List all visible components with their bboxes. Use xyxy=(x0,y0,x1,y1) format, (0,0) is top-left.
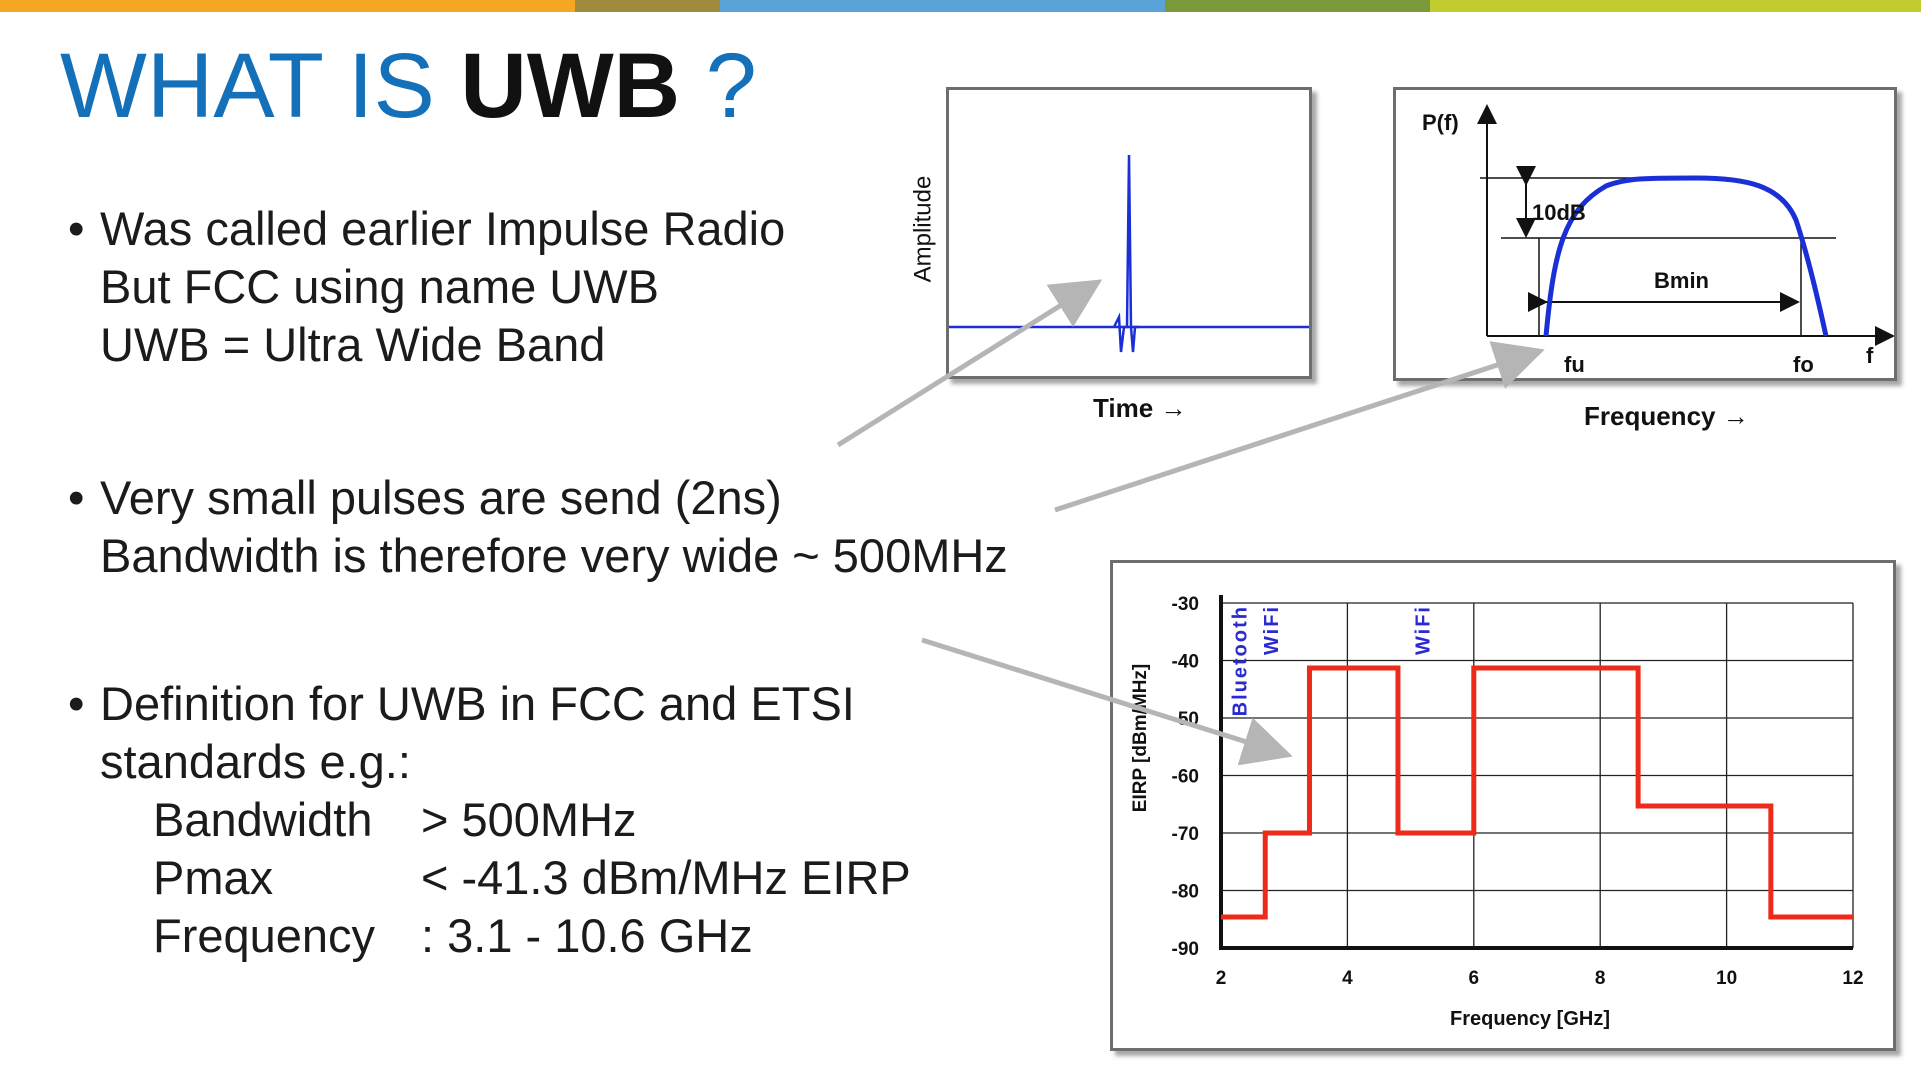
y-tick-label: -70 xyxy=(1172,824,1199,845)
impulse-figure xyxy=(946,87,1312,379)
fu-label: fu xyxy=(1564,352,1585,377)
bullet-list: Was called earlier Impulse Radio But FCC… xyxy=(68,200,1068,965)
spec-row-pmax: Pmax < -41.3 dBm/MHz EIRP xyxy=(100,849,1068,907)
color-segment xyxy=(720,0,1165,12)
bullet-small-pulses: Very small pulses are send (2ns) Bandwid… xyxy=(68,469,1068,585)
impulse-xlabel: Time → xyxy=(1093,393,1187,423)
impulse-pulse xyxy=(1112,154,1139,353)
slide-title: WHAT IS UWB ? xyxy=(60,40,757,132)
bullet-impulse-radio: Was called earlier Impulse Radio But FCC… xyxy=(68,200,1068,374)
bullet-line: But FCC using name UWB xyxy=(100,260,659,313)
spec-value: : 3.1 - 10.6 GHz xyxy=(421,909,753,962)
spec-key: Pmax xyxy=(153,851,274,904)
title-part-2: UWB xyxy=(460,35,681,137)
y-tick-label: -30 xyxy=(1172,594,1199,615)
spec-key: Frequency xyxy=(153,909,376,962)
spectrum-ylabel: P(f) xyxy=(1422,110,1459,135)
spec-row-frequency: Frequency : 3.1 - 10.6 GHz xyxy=(100,907,1068,965)
x-tick-label: 6 xyxy=(1469,968,1480,989)
spec-value: > 500MHz xyxy=(421,793,637,846)
f-axis-label: f xyxy=(1866,343,1874,368)
y-tick-label: -80 xyxy=(1172,882,1199,903)
color-segment xyxy=(1430,0,1921,12)
top-color-bar xyxy=(0,0,1921,12)
emission-mask-line xyxy=(1221,665,1853,920)
bullet-line: Bandwidth is therefore very wide ~ 500MH… xyxy=(100,529,1008,582)
spec-row-bandwidth: Bandwidth > 500MHz xyxy=(100,791,1068,849)
impulse-ylabel: Amplitude xyxy=(909,175,937,283)
uwb-ylabel: EIRP [dBm/MHz] xyxy=(1130,664,1151,812)
uwb-xlabel: Frequency [GHz] xyxy=(1450,1008,1610,1030)
y-tick-label: -40 xyxy=(1172,652,1199,673)
color-segment xyxy=(0,0,575,12)
color-segment xyxy=(1165,0,1430,12)
bullet-line: Definition for UWB in FCC and ETSI xyxy=(100,677,855,730)
x-tick-label: 8 xyxy=(1595,968,1606,989)
uwb-mask-plot: 2 4 6 8 10 12 -30 -40 -50 -60 -70 -80 -90 Bluetooth W… xyxy=(1130,594,1864,1030)
x-tick-label: 4 xyxy=(1342,968,1353,989)
x-tick-label: 10 xyxy=(1716,968,1737,989)
uwb-mask-chart: 2 4 6 8 10 12 -30 -40 -50 -60 -70 -80 -90 Bluetooth W… xyxy=(1110,560,1896,1051)
color-segment xyxy=(575,0,720,12)
title-part-1: WHAT IS xyxy=(60,35,461,137)
db-label: 10dB xyxy=(1532,200,1586,225)
spec-value: < -41.3 dBm/MHz EIRP xyxy=(421,851,911,904)
spec-key: Bandwidth xyxy=(153,793,373,846)
y-tick-label: -50 xyxy=(1172,709,1199,730)
bullet-line: Very small pulses are send (2ns) xyxy=(100,471,782,524)
impulse-plot xyxy=(949,154,1309,353)
y-tick-label: -90 xyxy=(1172,939,1199,960)
fo-label: fo xyxy=(1793,352,1814,377)
spectrum-figure: P(f) 10dB Bmin fu fo f xyxy=(1393,87,1897,381)
x-tick-label: 12 xyxy=(1842,968,1863,989)
spectrum-xlabel: Frequency → xyxy=(1584,401,1749,431)
band-annotation: WiFi xyxy=(1261,605,1283,655)
y-tick-label: -60 xyxy=(1172,767,1199,788)
bullet-definition: Definition for UWB in FCC and ETSI stand… xyxy=(68,675,1068,965)
band-annotation: WiFi xyxy=(1413,605,1435,655)
bullet-line: Was called earlier Impulse Radio xyxy=(100,202,786,255)
title-part-3: ? xyxy=(680,35,757,137)
bullet-line: standards e.g.: xyxy=(100,735,411,788)
spectrum-curve xyxy=(1543,175,1829,337)
band-annotation: Bluetooth xyxy=(1229,605,1251,716)
bullet-line: UWB = Ultra Wide Band xyxy=(100,318,606,371)
x-tick-label: 2 xyxy=(1216,968,1227,989)
spectrum-plot: P(f) 10dB Bmin fu fo f xyxy=(1422,104,1895,377)
bmin-label: Bmin xyxy=(1654,268,1709,293)
